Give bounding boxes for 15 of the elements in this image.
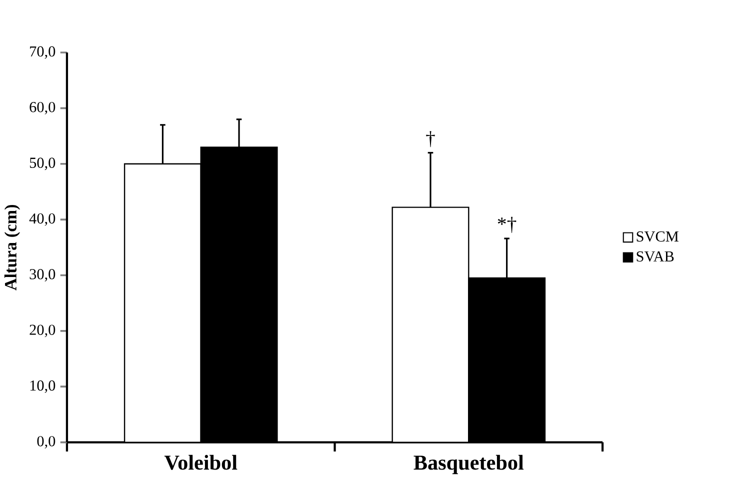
legend-label: SVCM (636, 231, 678, 242)
y-tick-label: 20,0 (30, 324, 56, 337)
y-tick-label: 50,0 (30, 157, 56, 170)
x-tick-label: Voleibol (164, 454, 238, 470)
annotation: *† (498, 216, 516, 233)
legend-label: SVAB (636, 251, 674, 262)
y-tick-label: 40,0 (29, 213, 56, 226)
x-tick-label: Basquetebol (414, 454, 524, 474)
y-tick-label: 0,0 (37, 436, 56, 448)
y-tick-label: 10,0 (30, 380, 56, 393)
y-axis-title: Altura (cm) (4, 204, 20, 290)
y-tick-label: 70,0 (30, 46, 56, 59)
y-tick-label: 30,0 (30, 268, 56, 282)
annotation: † (426, 130, 435, 147)
y-tick-label: 60,0 (30, 102, 56, 114)
